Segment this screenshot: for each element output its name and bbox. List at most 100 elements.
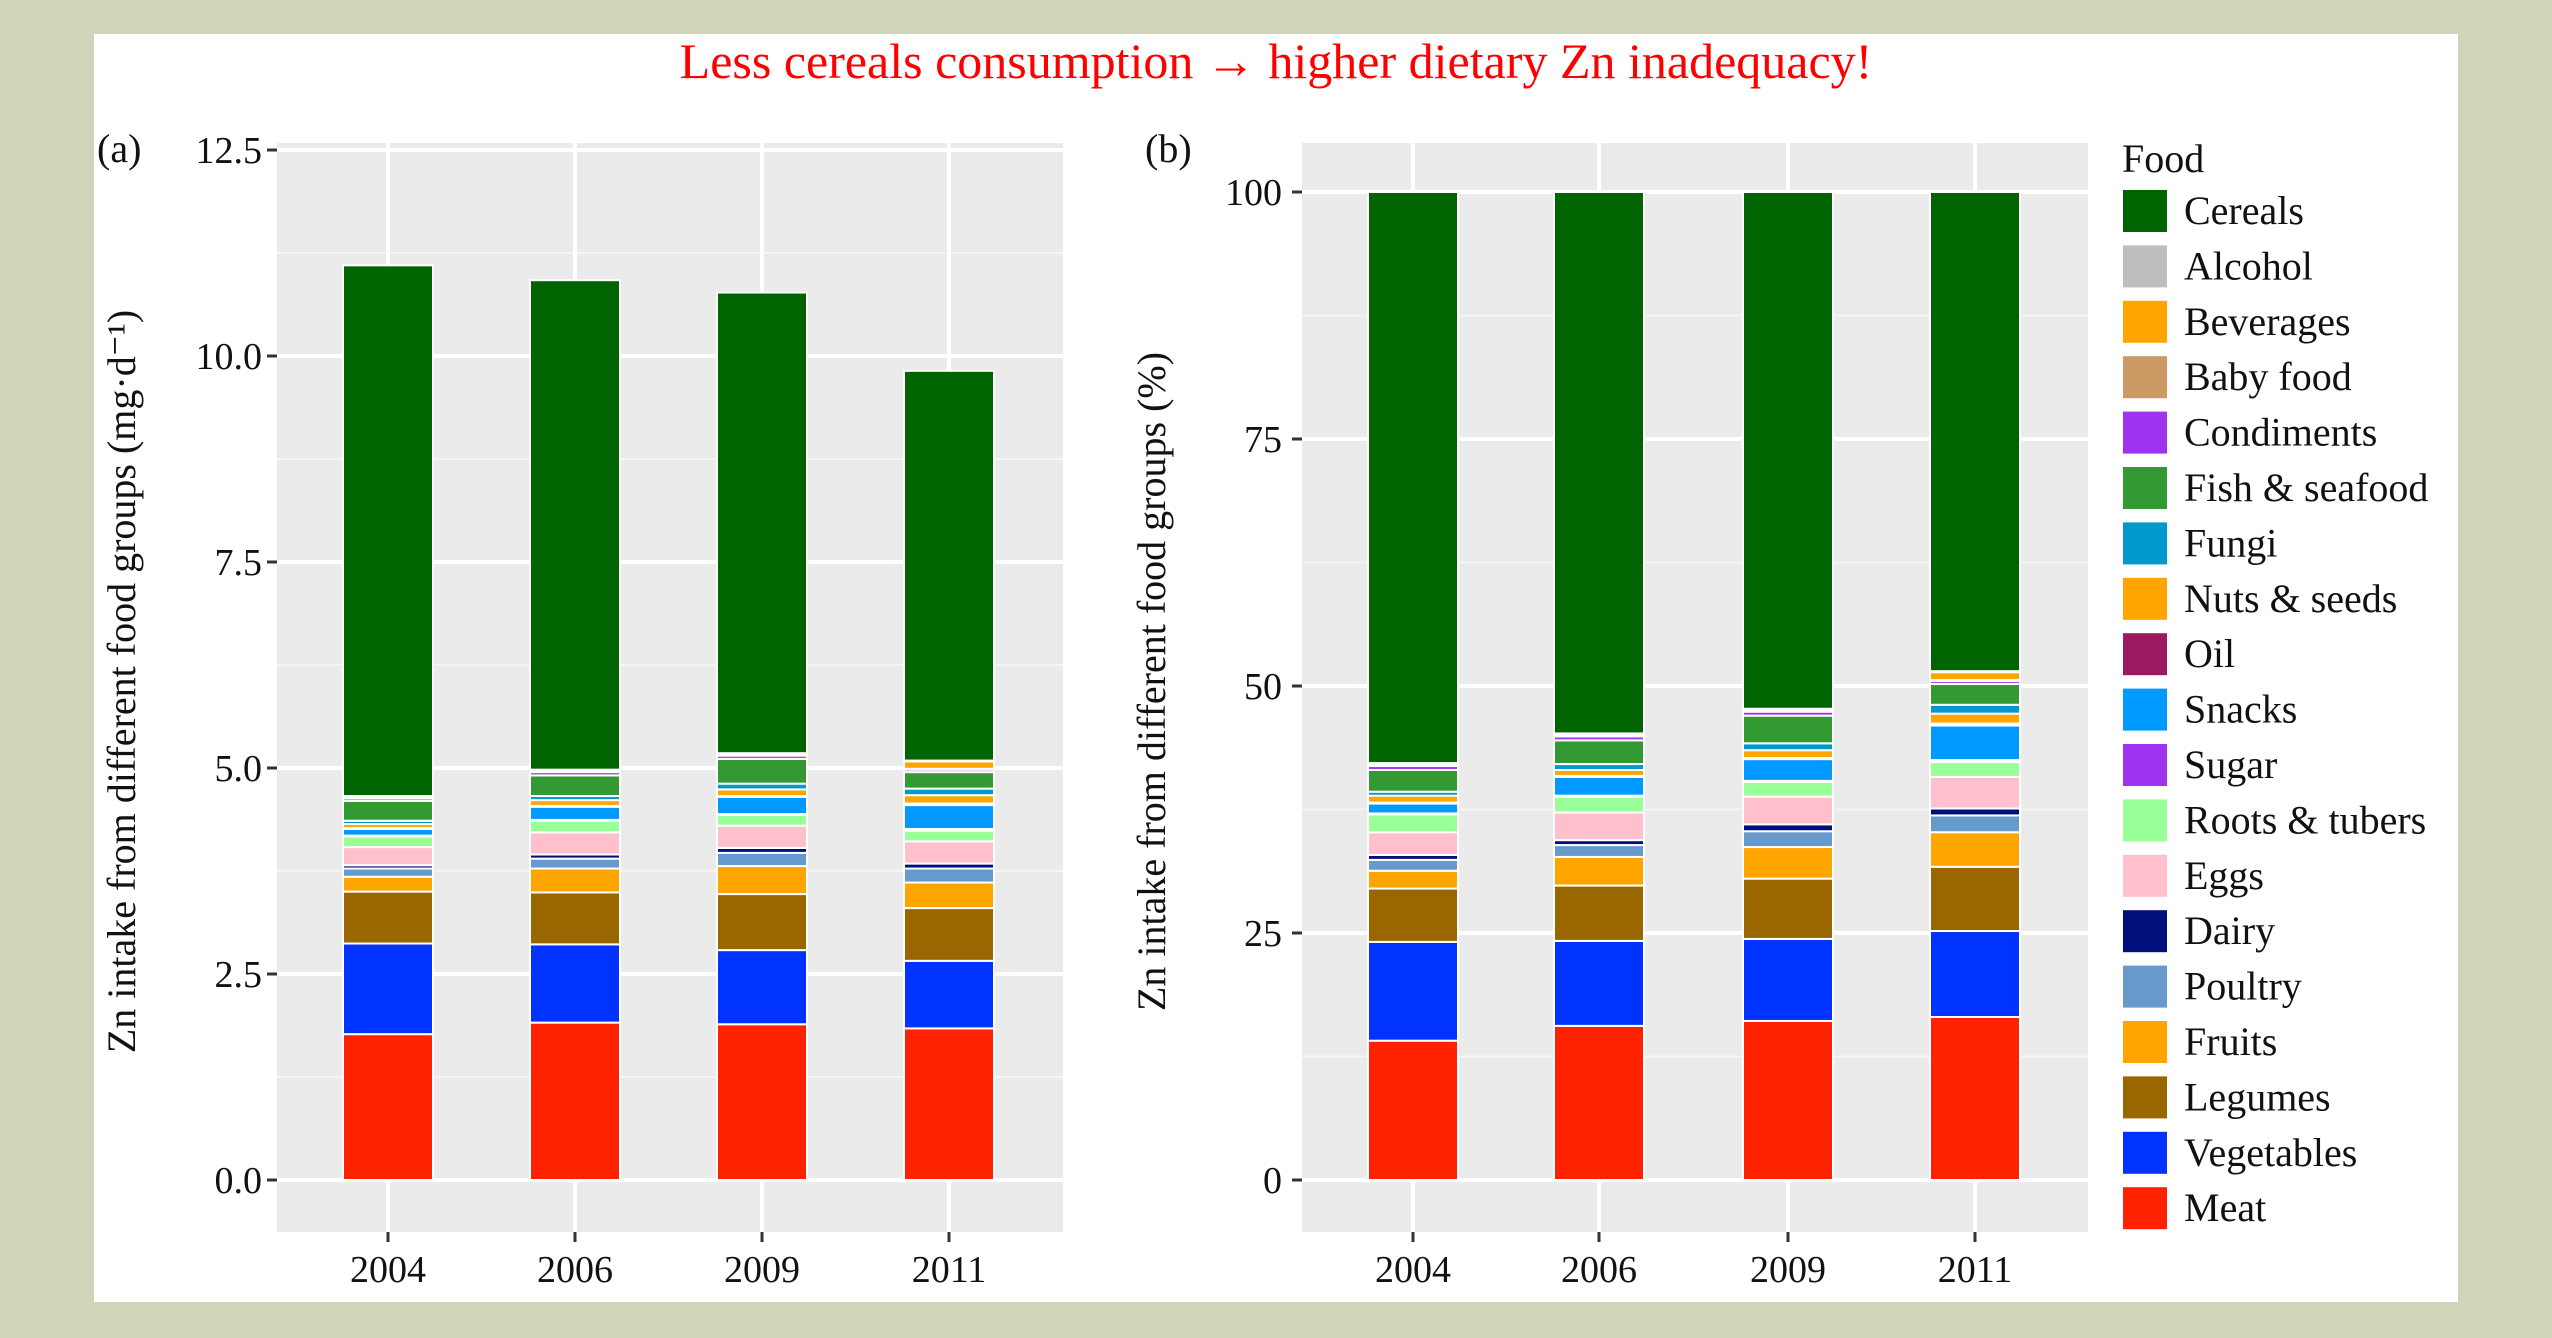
legend-title: Food xyxy=(2122,136,2204,181)
y-tick-label: 2.5 xyxy=(215,954,263,996)
bar-segment xyxy=(1929,724,2021,762)
bar-segment xyxy=(1367,191,1459,765)
bar-segment xyxy=(1742,795,1834,826)
bar-segment xyxy=(342,264,434,798)
legend-label: Baby food xyxy=(2184,354,2352,399)
x-tick-label: 2006 xyxy=(1561,1249,1637,1291)
bar-segment xyxy=(716,795,808,816)
legend-item: Sugar xyxy=(2123,742,2277,787)
bar-segment xyxy=(342,942,434,1036)
legend-item: Eggs xyxy=(2123,853,2264,898)
bar-segment xyxy=(716,851,808,868)
bar-segment xyxy=(1367,1039,1459,1182)
bar-segment xyxy=(716,824,808,849)
bar-segment xyxy=(903,804,995,830)
bar-segment xyxy=(529,943,621,1024)
legend-item: Baby food xyxy=(2123,354,2352,399)
y-tick-label: 12.5 xyxy=(196,130,263,172)
legend-item: Snacks xyxy=(2123,687,2297,732)
y-tick-label: 50 xyxy=(1244,666,1282,708)
bar-segment xyxy=(1553,884,1645,942)
bar-segment xyxy=(1553,795,1645,814)
bar-segment xyxy=(342,1033,434,1181)
bar-segment xyxy=(1742,877,1834,940)
legend-label: Sugar xyxy=(2184,742,2277,787)
bar-segment xyxy=(1742,830,1834,849)
bar-segment xyxy=(1929,807,2021,817)
bar-segment xyxy=(1553,844,1645,858)
legend-item: Beverages xyxy=(2123,299,2351,344)
bar-segment xyxy=(529,819,621,834)
bar-segment xyxy=(903,1027,995,1182)
legend-label: Dairy xyxy=(2184,908,2275,953)
x-tick-label: 2011 xyxy=(912,1249,987,1291)
bar-segment xyxy=(1929,712,2021,725)
bar-segment xyxy=(716,1023,808,1182)
legend-swatch xyxy=(2123,1021,2167,1063)
bar-segment xyxy=(1742,823,1834,833)
legend-label: Fungi xyxy=(2184,520,2277,565)
bar-segment xyxy=(1553,775,1645,797)
y-tick-label: 5.0 xyxy=(215,748,263,790)
legend-swatch xyxy=(2123,854,2167,897)
panel-b: 0 25 50 75 100 2004 2006 2009 2011 Zn intake from… xyxy=(1129,126,2088,1291)
legend: Food Cereals Alcohol Beverages Baby food Cond… xyxy=(2122,136,2428,1230)
legend-label: Beverages xyxy=(2184,299,2351,344)
y-tick-label: 0.0 xyxy=(215,1160,263,1202)
legend-item: Fungi xyxy=(2123,520,2277,565)
x-tick-label: 2004 xyxy=(350,1249,426,1291)
bar-segment xyxy=(1742,742,1834,752)
legend-item: Oil xyxy=(2123,631,2235,676)
bar-segment xyxy=(1929,775,2021,810)
legend-item: Legumes xyxy=(2123,1074,2331,1119)
legend-label: Legumes xyxy=(2184,1074,2331,1119)
legend-swatch xyxy=(2123,245,2167,288)
legend-label: Meat xyxy=(2184,1185,2266,1230)
bar-segment xyxy=(342,846,434,867)
bar-segment xyxy=(903,881,995,910)
bar-segment xyxy=(903,959,995,1030)
legend-label: Vegetables xyxy=(2184,1130,2357,1175)
legend-swatch xyxy=(2123,190,2167,232)
legend-item: Nuts & seeds xyxy=(2123,576,2397,621)
bar-segment xyxy=(716,757,808,785)
legend-swatch xyxy=(2123,467,2167,509)
legend-item: Fish & seafood xyxy=(2123,465,2428,510)
legend-label: Alcohol xyxy=(2184,243,2313,288)
y-tick-label: 7.5 xyxy=(215,542,263,584)
bar-segment xyxy=(1929,671,2021,682)
bar-segment xyxy=(1929,761,2021,778)
bar-segment xyxy=(903,907,995,962)
bar-segment xyxy=(1929,1015,2021,1181)
bar-segment xyxy=(529,279,621,771)
y-tick-label: 10.0 xyxy=(196,336,263,378)
legend-swatch xyxy=(2123,1076,2167,1119)
bar-segment xyxy=(1553,1024,1645,1181)
legend-item: Vegetables xyxy=(2123,1130,2357,1175)
legend-swatch xyxy=(2123,1187,2167,1230)
y-tick-label: 75 xyxy=(1244,419,1282,461)
figure-title: Less cereals consumption → higher dietar… xyxy=(679,33,1873,89)
legend-item: Condiments xyxy=(2123,410,2377,455)
bar-segment xyxy=(529,1021,621,1182)
bar-segment xyxy=(1367,887,1459,943)
bar-segment xyxy=(1367,831,1459,856)
bar-segment xyxy=(903,829,995,843)
bar-segment xyxy=(342,890,434,945)
legend-label: Poultry xyxy=(2184,964,2302,1009)
bar-segment xyxy=(1929,814,2021,834)
y-axis-title: Zn intake from different food groups (mg… xyxy=(99,310,144,1053)
bar-segment xyxy=(716,893,808,952)
legend-swatch xyxy=(2123,799,2167,842)
legend-swatch xyxy=(2123,356,2167,399)
x-tick-label: 2011 xyxy=(1938,1249,2013,1291)
bar-segment xyxy=(716,291,808,755)
bar-segment xyxy=(529,831,621,856)
x-tick-label: 2009 xyxy=(1750,1249,1826,1291)
legend-swatch xyxy=(2123,1131,2167,1174)
bar-segment xyxy=(903,794,995,805)
legend-label: Snacks xyxy=(2184,687,2297,732)
legend-swatch xyxy=(2123,300,2167,343)
bar-segment xyxy=(1553,191,1645,735)
